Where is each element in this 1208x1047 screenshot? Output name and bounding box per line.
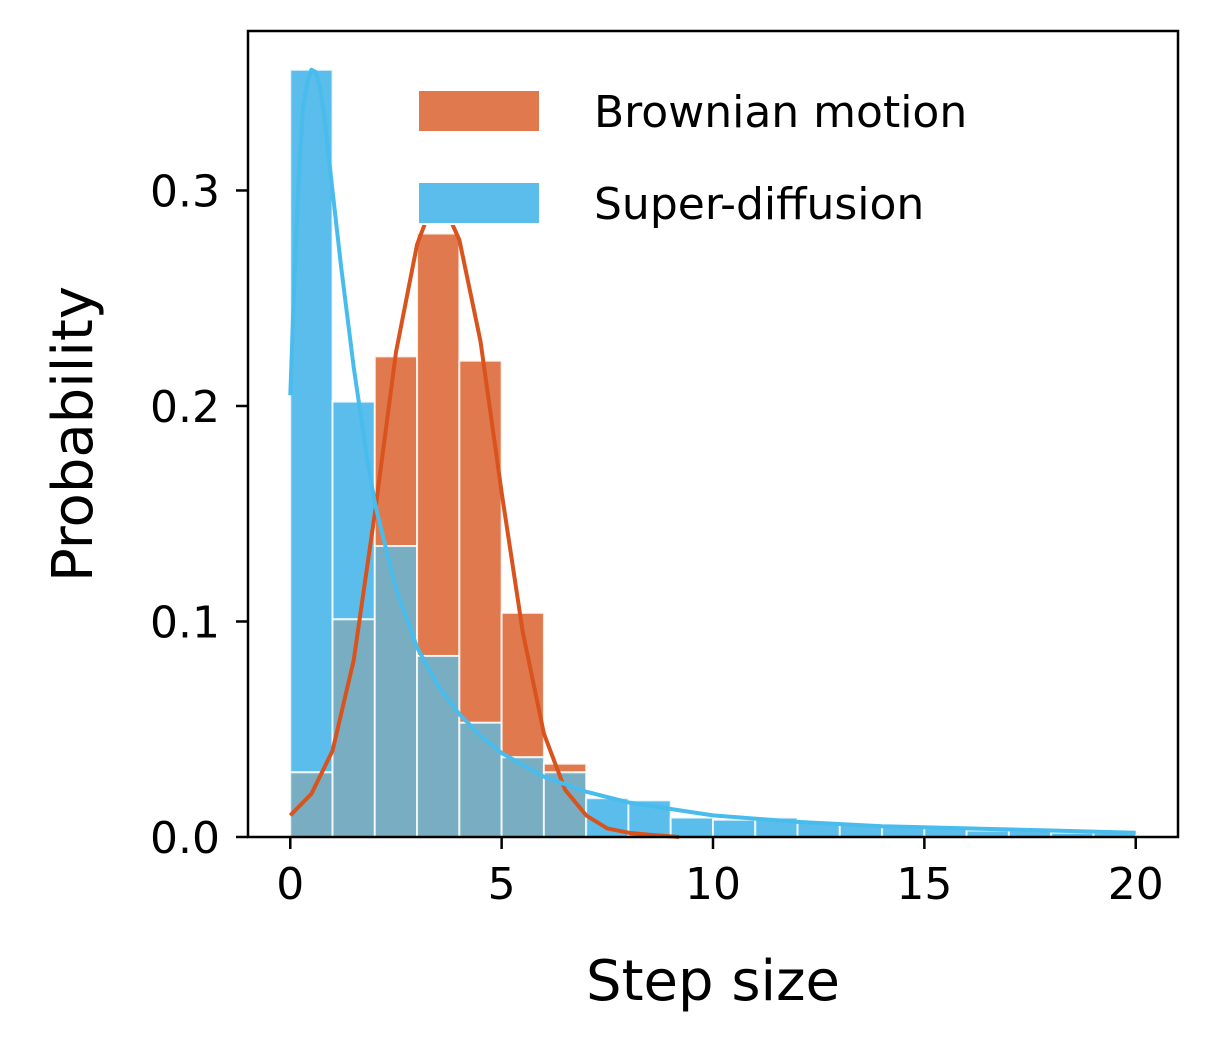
super-diffusion-bar-1 — [331, 400, 376, 621]
overlap-bar-0 — [289, 771, 334, 838]
x-tick-label-10: 10 — [685, 859, 741, 910]
y-axis-label: Probability — [41, 286, 106, 582]
super-diffusion-bar-10 — [712, 818, 757, 838]
super-diffusion-fit-line — [288, 67, 1136, 835]
overlap-bar-5 — [500, 756, 545, 838]
brownian-fit-line — [288, 205, 680, 839]
legend-label-super-diffusion: Super-diffusion — [594, 179, 924, 230]
legend-label-brownian: Brownian motion — [594, 87, 967, 138]
brownian-bar-4 — [458, 359, 503, 724]
legend-swatch-super-diffusion — [417, 181, 541, 225]
super-diffusion-bar-9 — [669, 816, 715, 838]
y-tick-label-0.2: 0.2 — [150, 382, 220, 433]
super-diffusion-bar-0 — [289, 68, 334, 774]
legend: Brownian motion Super-diffusion — [417, 87, 967, 230]
brownian-bar-3 — [416, 232, 461, 657]
x-tick-label-20: 20 — [1108, 859, 1164, 910]
y-axis-ticks: 0.0 0.1 0.2 0.3 — [150, 166, 248, 864]
x-axis-ticks: 0 5 10 15 20 — [276, 837, 1164, 910]
overlap-bar-4 — [458, 721, 503, 839]
x-tick-label-5: 5 — [488, 859, 516, 910]
y-tick-label-0.1: 0.1 — [150, 597, 220, 648]
x-tick-label-15: 15 — [896, 859, 952, 910]
legend-swatch-brownian — [417, 89, 541, 133]
brownian-bar-6 — [542, 762, 588, 774]
y-tick-label-0.3: 0.3 — [150, 166, 220, 217]
x-tick-label-0: 0 — [276, 859, 304, 910]
x-axis-label: Step size — [586, 949, 840, 1014]
fit-curves — [288, 67, 1136, 839]
y-tick-label-0: 0.0 — [150, 813, 220, 864]
